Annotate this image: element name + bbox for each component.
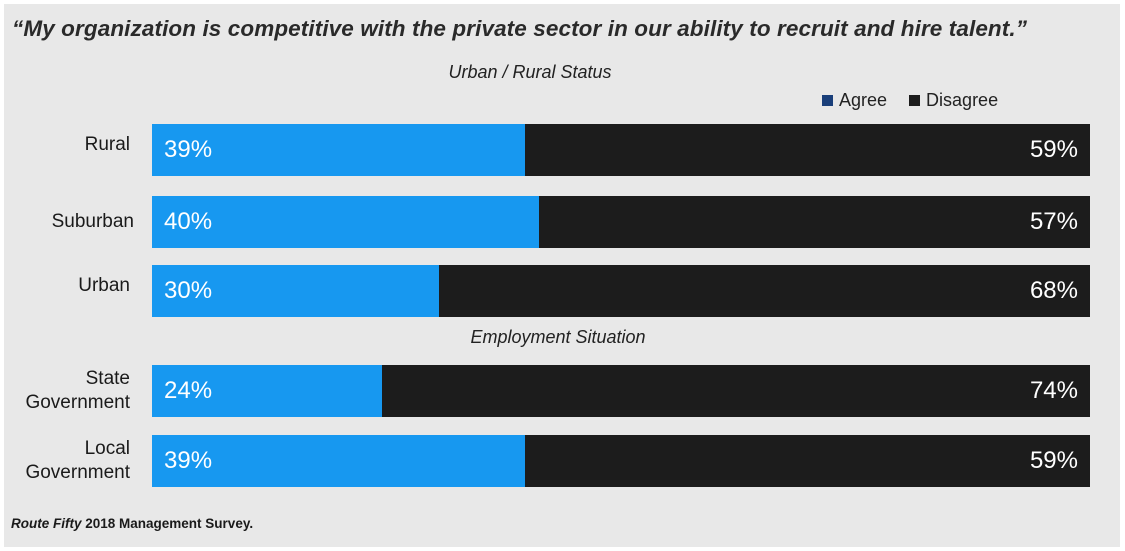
bar-disagree-rural [525, 124, 1090, 176]
data-label-agree-rural: 39% [164, 136, 213, 163]
category-label-suburban: Suburban [51, 211, 134, 232]
bar-disagree-local-government [525, 435, 1090, 487]
source-text: 2018 Management Survey. [81, 516, 254, 531]
category-label-state-government: State Government [25, 368, 130, 413]
data-label-disagree-suburban: 57% [1029, 208, 1078, 235]
category-label-rural: Rural [84, 134, 130, 155]
source-publication: Route Fifty [11, 516, 82, 531]
data-label-disagree-urban: 68% [1029, 277, 1078, 304]
group-title-employment-situation: Employment Situation [470, 327, 646, 347]
bar-agree-state-government [152, 365, 382, 417]
data-label-agree-state-government: 24% [164, 377, 213, 404]
category-label-urban: Urban [78, 275, 130, 296]
bar-disagree-urban [439, 265, 1090, 317]
data-label-agree-local-government: 39% [164, 447, 213, 474]
legend-swatch-agree [822, 95, 833, 106]
group-title-urban-rural-status: Urban / Rural Status [448, 62, 612, 82]
legend: Agree Disagree [822, 90, 998, 111]
legend-label-agree: Agree [839, 90, 888, 110]
bar-agree-urban [152, 265, 439, 317]
legend-item-agree: Agree [822, 90, 887, 111]
data-label-agree-suburban: 40% [164, 208, 213, 235]
legend-swatch-disagree [909, 95, 921, 106]
data-label-disagree-rural: 59% [1029, 136, 1078, 163]
bar-agree-local-government [152, 435, 525, 487]
legend-label-disagree: Disagree [926, 90, 999, 110]
data-label-agree-urban: 30% [164, 277, 213, 304]
source-note: Route Fifty 2018 Management Survey. [11, 516, 253, 531]
bar-disagree-state-government [382, 365, 1090, 417]
bar-disagree-suburban [539, 196, 1090, 248]
bar-agree-suburban [152, 196, 539, 248]
category-label-local-government: Local Government [25, 438, 130, 483]
chart-title: “My organization is competitive with the… [12, 16, 1028, 41]
bar-agree-rural [152, 124, 525, 176]
data-label-disagree-local-government: 59% [1029, 447, 1078, 474]
data-label-disagree-state-government: 74% [1029, 377, 1078, 404]
legend-item-disagree: Disagree [909, 90, 998, 111]
chart-frame: “My organization is competitive with the… [4, 4, 1120, 547]
